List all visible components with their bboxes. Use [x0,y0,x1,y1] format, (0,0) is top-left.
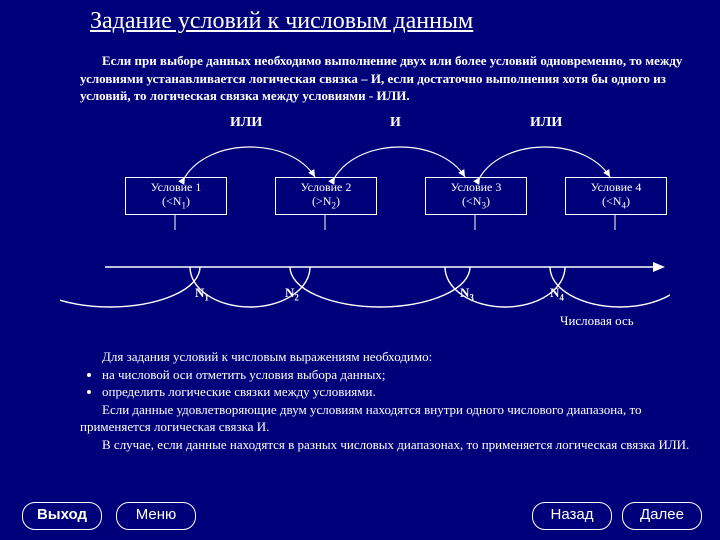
next-button[interactable]: Далее [622,502,702,530]
condition-label: Условие 1 [151,180,202,194]
body-p2: В случае, если данные находятся в разных… [80,436,690,454]
condition-label: Условие 4 [591,180,642,194]
slide-root: Задание условий к числовым данным Если п… [0,0,720,540]
axis-tick-n1: N1 [195,285,209,303]
diagram-svg [60,115,670,315]
condition-label: Условие 3 [451,180,502,194]
axis-tick-n4: N4 [550,285,564,303]
condition-expr: (<N3) [462,194,490,208]
condition-box-1: Условие 1 (<N1) [125,177,227,215]
exit-button[interactable]: Выход [22,502,102,530]
condition-box-4: Условие 4 (<N4) [565,177,667,215]
body-bullet-1: на числовой оси отметить условия выбора … [102,366,690,384]
axis-tick-n3: N3 [460,285,474,303]
axis-tick-n2: N2 [285,285,299,303]
body-text: Для задания условий к числовым выражения… [80,348,690,453]
menu-button[interactable]: Меню [116,502,196,530]
intro-paragraph: Если при выборе данных необходимо выполн… [80,52,690,105]
condition-label: Условие 2 [301,180,352,194]
condition-expr: (<N1) [162,194,190,208]
page-title: Задание условий к числовым данным [90,8,690,35]
condition-expr: (>N2) [312,194,340,208]
back-button[interactable]: Назад [532,502,612,530]
body-lead: Для задания условий к числовым выражения… [80,348,690,366]
diagram-area: ИЛИ И ИЛИ [60,115,670,315]
axis-caption: Числовая ось [560,313,634,329]
condition-box-2: Условие 2 (>N2) [275,177,377,215]
condition-expr: (<N4) [602,194,630,208]
body-bullets: на числовой оси отметить условия выбора … [102,366,690,401]
condition-box-3: Условие 3 (<N3) [425,177,527,215]
body-bullet-2: определить логические связки между услов… [102,383,690,401]
body-p1: Если данные удовлетворяющие двум условия… [80,401,690,436]
